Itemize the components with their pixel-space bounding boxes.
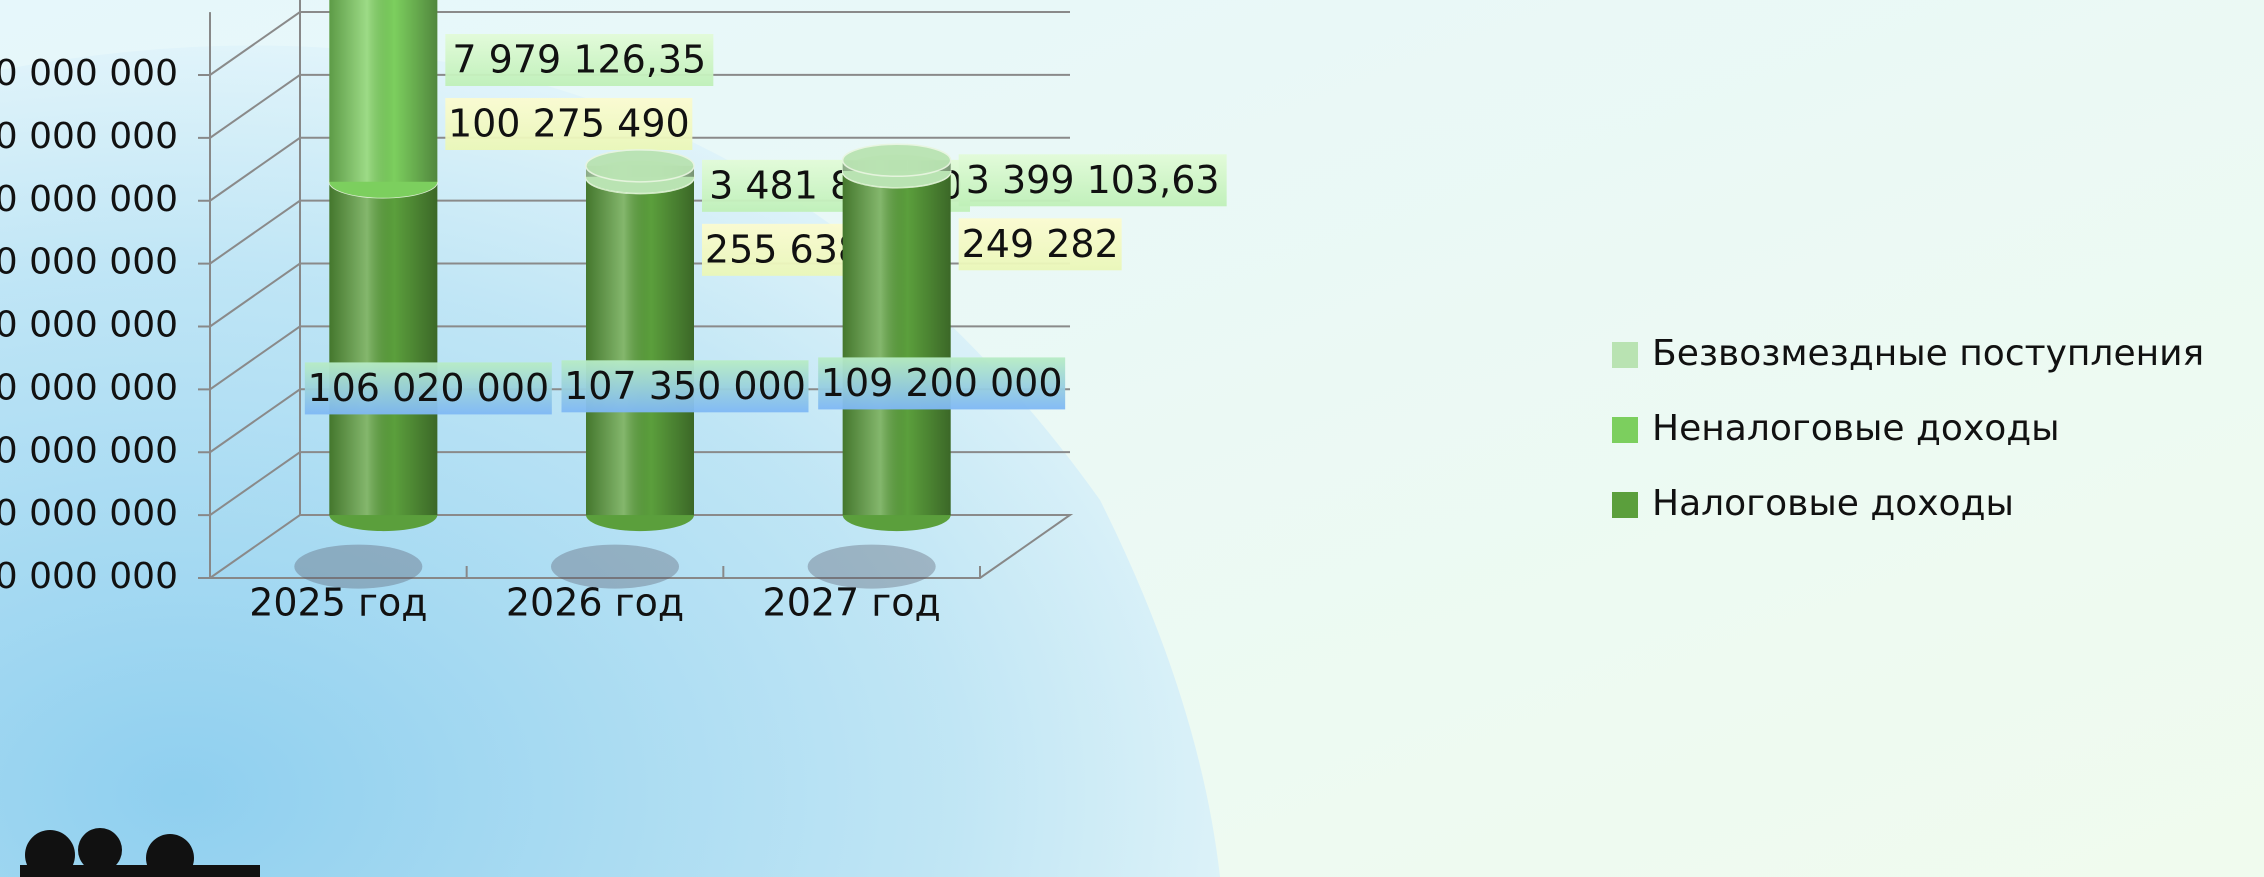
grid-line	[209, 11, 1070, 76]
y-tick-label: 50 000 000	[0, 367, 178, 408]
legend-label: Налоговые доходы	[1652, 483, 2014, 524]
legend-swatch	[1612, 342, 1638, 368]
bar-shade	[842, 171, 951, 516]
grid-line	[209, 325, 1070, 391]
bar	[329, 0, 438, 198]
grid-line	[209, 73, 1070, 139]
y-tick-label: 30 000 000	[0, 430, 178, 471]
legend-swatch	[1612, 492, 1638, 518]
value-label-box	[304, 362, 552, 415]
value-label-box	[445, 34, 714, 86]
bar-shadow	[294, 544, 423, 589]
grid-line	[209, 514, 1070, 579]
bar-shade	[329, 181, 438, 516]
bar-top	[585, 149, 695, 183]
y-tick-label: 10 000 000	[0, 493, 178, 534]
y-tick-label: 90 000 000	[0, 242, 178, 283]
bar-shade	[586, 177, 694, 516]
bar-shadow	[807, 544, 936, 589]
value-label-box	[958, 154, 1227, 207]
grid-line	[209, 451, 1070, 516]
bar-top	[841, 143, 952, 178]
y-tick-label: 110 000 000	[0, 179, 178, 220]
y-tick-label: 150 000 000	[0, 53, 178, 94]
y-tick-label: 130 000 000	[0, 116, 178, 157]
bar-shadow	[551, 544, 679, 589]
plot: -10 000 000 10 000 000 30 000 000 50 000 00…	[0, 0, 1227, 625]
legend-label: Неналоговые доходы	[1652, 408, 2060, 449]
value-label: 106 020 000	[307, 366, 549, 410]
value-label: 100 275 490	[448, 102, 690, 146]
value-label: 109 200 000	[821, 361, 1063, 405]
x-tick-label: 2026 год	[506, 581, 684, 625]
bar	[841, 155, 952, 532]
value-label-box	[818, 357, 1066, 410]
legend: Безвозмездные поступления Неналоговые дох…	[1612, 333, 2204, 524]
value-label-box	[445, 98, 693, 150]
bar	[841, 143, 952, 187]
legend-label: Безвозмездные поступления	[1652, 333, 2204, 374]
legend-swatch	[1612, 417, 1638, 443]
x-tick-label: 2025 год	[249, 581, 427, 625]
decor-silhouettes	[20, 828, 260, 877]
bar	[585, 160, 695, 532]
value-label-box	[561, 360, 809, 413]
grid-line	[209, 388, 1070, 454]
value-label: 7 979 126,35	[452, 38, 706, 82]
value-label: 107 350 000	[564, 364, 806, 408]
bar-shade	[329, 0, 438, 182]
value-label: 3 399 103,63	[966, 158, 1220, 202]
bar	[585, 149, 695, 193]
value-label: 255 638	[705, 227, 862, 271]
bar	[328, 165, 439, 532]
value-label: 249 282	[962, 222, 1119, 266]
y-tick-label: -10 000 000	[0, 556, 178, 597]
y-tick-label: 70 000 000	[0, 305, 178, 346]
value-label-box	[702, 223, 865, 276]
value-label-box	[958, 218, 1122, 271]
grid-line	[209, 136, 1070, 202]
x-tick-label: 2027 год	[763, 581, 941, 625]
